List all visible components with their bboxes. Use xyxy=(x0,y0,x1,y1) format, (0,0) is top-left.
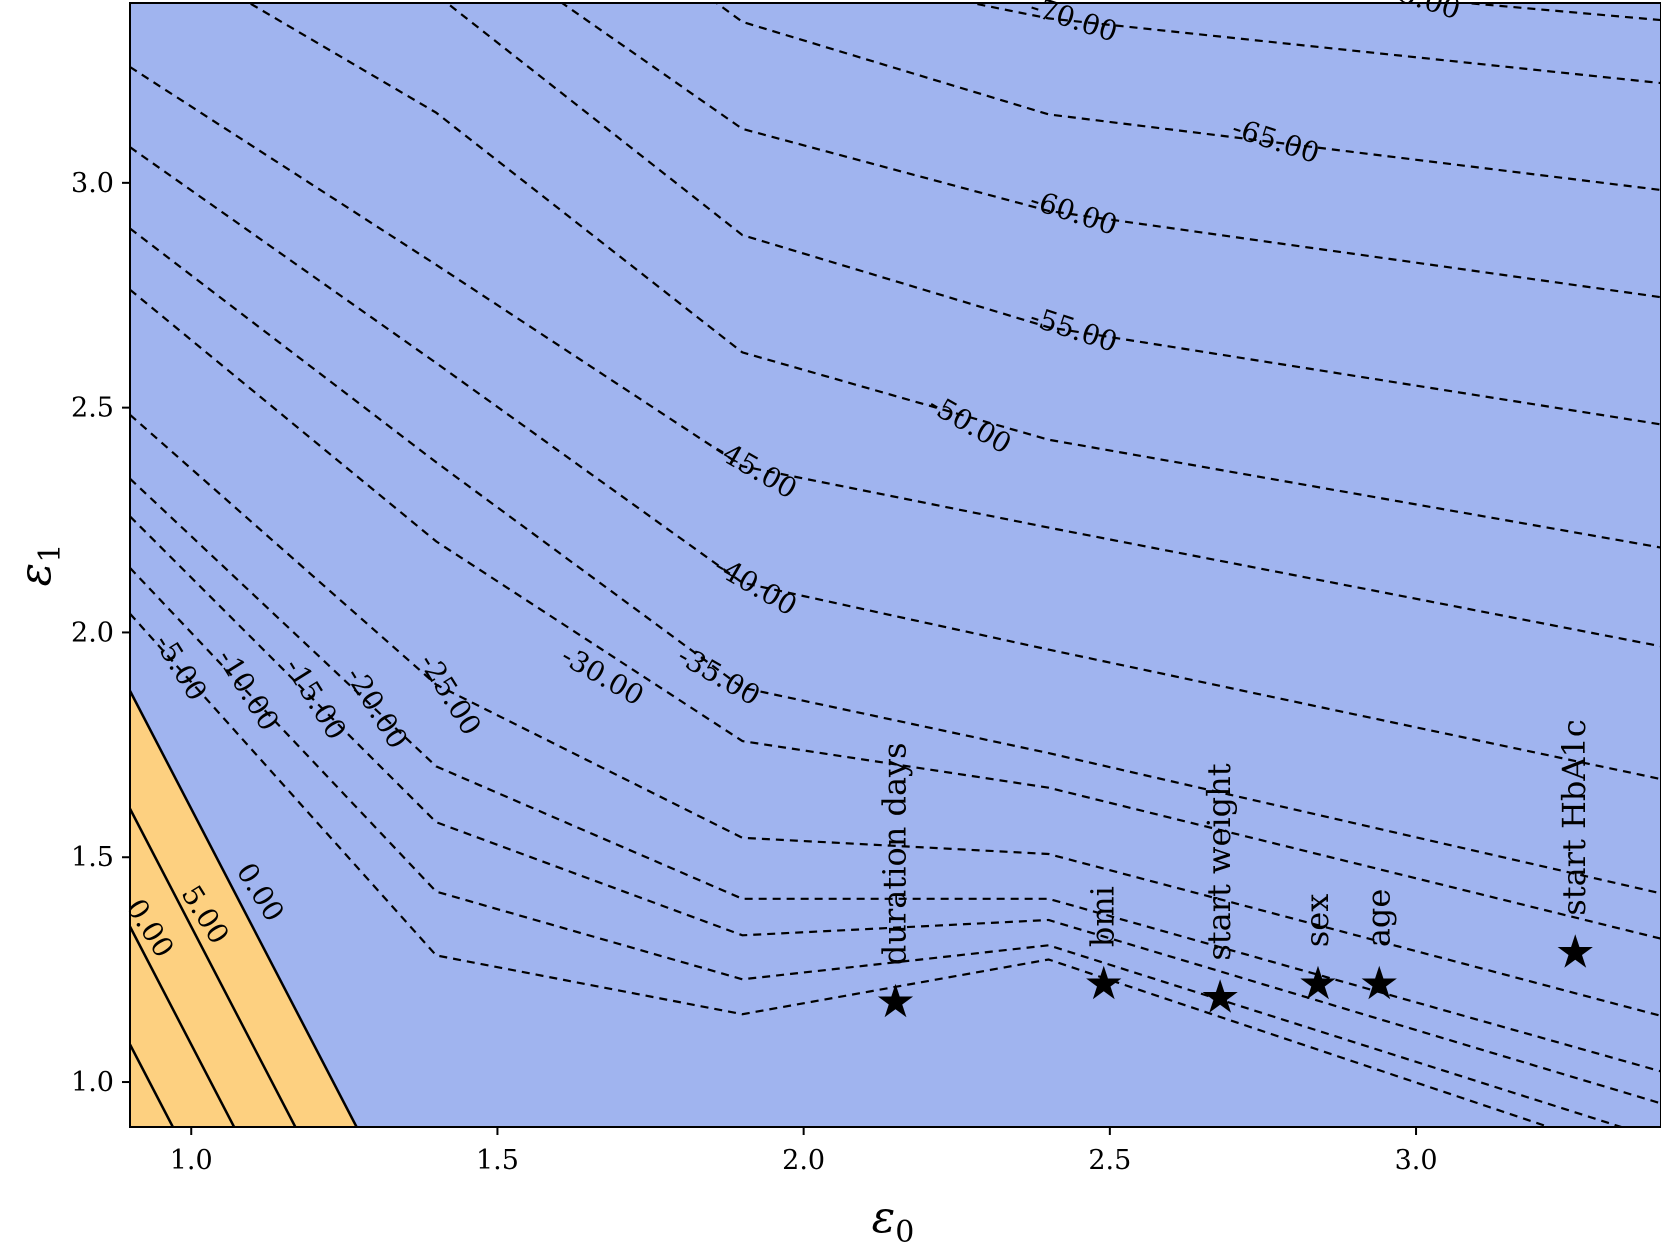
plot-frame xyxy=(129,2,1661,1128)
contour-line-positive-1 xyxy=(130,808,297,1127)
contour-line-negative-2 xyxy=(130,515,1661,1105)
y-axis-title: ε1 xyxy=(10,544,68,587)
contour-line-negative-6 xyxy=(130,227,1661,895)
point-marker: ★ xyxy=(1199,970,1240,1024)
y-tick-label: 2.0 xyxy=(71,617,114,648)
contour-line-negative-8 xyxy=(130,66,1661,648)
contour-line-negative-12 xyxy=(714,3,1661,192)
point-label: sex xyxy=(1298,894,1336,947)
contour-line-negative-9 xyxy=(247,3,1661,549)
contour-line-negative-4 xyxy=(130,413,1661,1017)
point-label: bmi xyxy=(1084,886,1122,947)
contour-line-positive-3 xyxy=(130,1043,174,1127)
point-label: start HbA1c xyxy=(1555,719,1593,915)
plot-background xyxy=(130,3,1661,1127)
x-tick-label: 1.5 xyxy=(476,1145,519,1176)
x-tick-label: 2.5 xyxy=(1088,1145,1131,1176)
point-label: duration days xyxy=(876,742,914,965)
y-tick-label: 1.0 xyxy=(71,1067,114,1098)
x-tick-label: 1.0 xyxy=(170,1145,213,1176)
point-marker: ★ xyxy=(1083,956,1124,1010)
contour-line-positive-0 xyxy=(130,690,358,1127)
point-label: age xyxy=(1359,889,1397,948)
contour-line-positive-2 xyxy=(130,926,236,1127)
x-tick-label: 2.0 xyxy=(782,1145,825,1176)
contour-line-negative-10 xyxy=(445,3,1661,426)
y-tick-label: 2.5 xyxy=(71,393,114,424)
contour-line-negative-1 xyxy=(130,567,1625,1127)
point-label: start weight xyxy=(1200,763,1238,960)
contour-line-negative-7 xyxy=(130,146,1661,781)
contour-line-negative-3 xyxy=(130,477,1661,1073)
point-marker: ★ xyxy=(1297,956,1338,1010)
x-tick-label: 3.0 xyxy=(1395,1145,1438,1176)
contour-line-negative-0 xyxy=(130,612,1553,1127)
x-axis-title: ε0 xyxy=(872,1192,915,1243)
contour-line-negative-5 xyxy=(130,288,1661,940)
point-marker: ★ xyxy=(1555,925,1596,979)
point-marker: ★ xyxy=(875,974,916,1028)
y-tick-label: 3.0 xyxy=(71,168,114,199)
y-tick-label: 1.5 xyxy=(71,842,114,873)
point-marker: ★ xyxy=(1359,956,1400,1010)
contour-line-negative-11 xyxy=(560,3,1661,299)
